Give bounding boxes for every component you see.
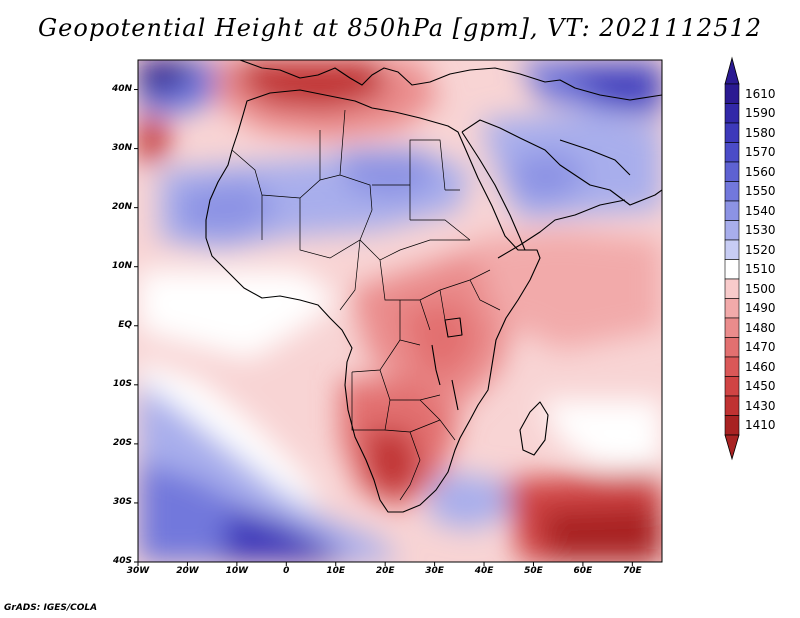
lat-tick-label: 20S [112,437,132,448]
africa-coastline [205,89,541,513]
colorbar-swatch [724,122,740,143]
lon-tick-label: 20W [176,566,199,576]
persian-gulf-coastline [559,139,631,176]
chart-title: Geopotential Height at 850hPa [gpm], VT:… [38,14,762,42]
lon-tick-label: 0 [283,566,290,576]
lat-tick-label: 10N [111,260,132,271]
border-lines [231,109,501,501]
colorbar-label: 1560 [745,164,776,179]
colorbar-swatch [724,376,740,397]
colorbar-swatch [724,259,740,280]
lat-tick-label: 10S [112,378,132,389]
lon-tick-label: 60E [573,566,593,576]
colorbar-label: 1510 [745,262,776,277]
colorbar-swatch [724,200,740,221]
lake-victoria [444,317,463,338]
colorbar-swatch [724,317,740,338]
colorbar-label: 1520 [745,242,776,257]
colorbar-swatch [724,239,740,260]
colorbar-top-arrow [724,56,740,85]
colorbar [724,56,740,461]
colorbar-label: 1500 [745,281,776,296]
lon-tick-label: 30E [425,566,444,576]
field-blue-arabia-core [510,150,590,200]
lat-tick-label: 40N [111,83,132,94]
field-blue-north-atlantic-core [138,60,195,95]
field-white-band-west [138,270,340,360]
lat-tick-label: 20N [111,201,132,212]
lat-tick-label: EQ [118,319,132,330]
lon-tick-label: 20E [375,566,395,576]
lon-tick-label: 50E [524,566,543,576]
field-blue-south-indian [430,470,520,530]
colorbar-swatch [724,181,740,202]
colorbar-bottom-arrow [724,434,740,461]
colorbar-swatch [724,83,740,104]
lon-tick-label: 10W [225,566,249,576]
lake-malawi [451,379,459,411]
colorbar-label: 1470 [745,340,776,355]
field-east-indian-white [540,400,662,470]
field-red-southwest-indian-core [540,505,662,562]
colorbar-swatch [724,337,740,358]
field-red-mediterranean-core [240,60,385,110]
colorbar-label: 1490 [745,301,776,316]
field-blue-west-africa-core [180,180,280,235]
arabia-coastline [461,119,662,259]
lon-tick-label: 40E [474,566,494,576]
colorbar-swatch [724,356,740,377]
lon-tick-label: 70E [622,566,642,576]
colorbar-label: 1530 [745,223,776,238]
colorbar-label: 1540 [745,203,776,218]
field-blue-south-atlantic-core [220,510,340,562]
colorbar-label: 1430 [745,398,776,413]
red-sea-coastline [461,131,526,251]
colorbar-label: 1480 [745,320,776,335]
lon-tick-label: 30W [126,566,150,576]
coastlines [205,60,662,513]
madagascar-coastline [519,401,549,456]
map-frame [137,59,663,563]
field-blue-caspian-core [560,70,662,105]
colorbar-swatch [724,298,740,319]
lat-tick-label: 40S [112,556,132,566]
colorbar-swatch [724,278,740,299]
colorbar-swatch [724,103,740,124]
colorbar-swatch [724,220,740,241]
colorbar-label: 1580 [745,125,776,140]
field-red-horn [470,230,662,350]
colorbar-label: 1450 [745,379,776,394]
field-blue-sahara-core [340,150,440,200]
colorbar-label: 1610 [745,86,776,101]
colorbar-swatch [724,142,740,163]
colorbar-label: 1590 [745,106,776,121]
lake-tanganyika [431,344,441,386]
lat-tick-label: 30S [112,496,132,507]
lat-tick-label: 30N [111,142,132,153]
colorbar-label: 1410 [745,418,776,433]
colorbar-swatch [724,415,740,436]
colorbar-swatch [724,161,740,182]
colorbar-label: 1550 [745,184,776,199]
lon-tick-label: 10E [326,566,346,576]
country-borders [231,109,501,501]
europe-coastline [239,60,662,101]
field-red-kalahari-core [365,430,420,500]
colorbar-label: 1460 [745,359,776,374]
field-white-band-south-atlantic [138,360,320,520]
colorbar-swatch [724,395,740,416]
colorbar-label: 1570 [745,145,776,160]
field-red-west-atlantic [138,115,170,165]
footer-credit: GrADS: IGES/COLA [4,603,98,613]
axis-ticks [134,89,633,566]
